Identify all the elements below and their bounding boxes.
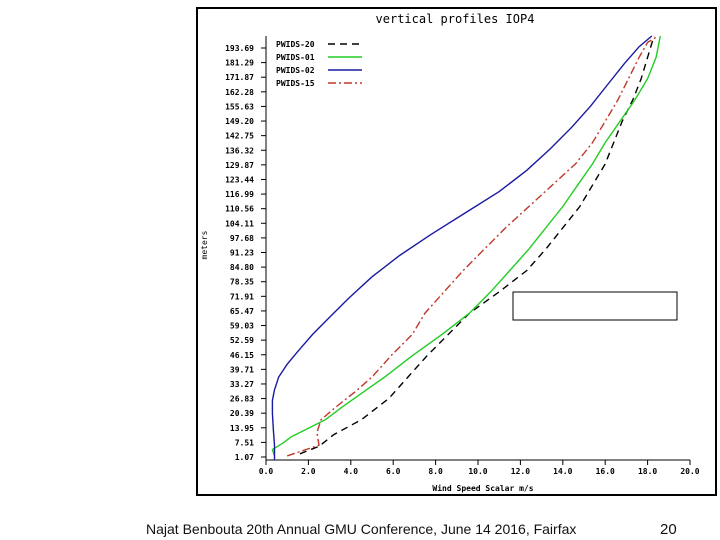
legend-label: PWIDS-02 <box>276 66 315 75</box>
y-tick-label: 84.80 <box>230 263 254 272</box>
y-tick-label: 59.03 <box>230 322 254 331</box>
footer-text: Najat Benbouta 20th Annual GMU Conferenc… <box>146 521 577 537</box>
x-axis-label: Wind Speed Scalar m/s <box>432 483 533 493</box>
y-tick-label: 171.87 <box>225 73 254 82</box>
slide-number: 20 <box>660 521 677 538</box>
y-tick-label: 33.27 <box>230 380 254 389</box>
x-tick-label: 20.0 <box>680 467 699 476</box>
y-tick-label: 52.59 <box>230 336 254 345</box>
y-tick-label: 71.91 <box>230 292 254 301</box>
series-lines <box>271 35 661 460</box>
series-line-pwids-15 <box>286 35 659 457</box>
legend-label: PWIDS-15 <box>276 79 315 88</box>
y-tick-label: 91.23 <box>230 249 254 258</box>
y-tick-label: 46.15 <box>230 351 254 360</box>
x-tick-label: 6.0 <box>386 467 401 476</box>
y-tick-label: 123.44 <box>225 175 254 184</box>
y-tick-label: 110.56 <box>225 205 254 214</box>
y-tick-label: 20.39 <box>230 409 254 418</box>
x-tick-label: 0.0 <box>259 467 274 476</box>
x-tick-label: 4.0 <box>344 467 359 476</box>
y-tick-label: 155.63 <box>225 102 254 111</box>
series-line-pwids-02 <box>271 35 653 460</box>
chart-title: vertical profiles IOP4 <box>376 12 535 26</box>
x-tick-label: 12.0 <box>511 467 530 476</box>
x-tick-label: 14.0 <box>553 467 572 476</box>
y-tick-label: 136.32 <box>225 146 254 155</box>
y-tick-label: 142.75 <box>225 132 254 141</box>
blank-annotation-box <box>512 291 678 321</box>
y-tick-label: 78.35 <box>230 278 254 287</box>
y-tick-label: 1.07 <box>235 453 254 462</box>
x-tick-label: 16.0 <box>596 467 615 476</box>
legend: PWIDS-20 PWIDS-01 PWIDS-02 PWIDS-15 <box>272 36 368 92</box>
series-line-pwids-01 <box>271 35 661 457</box>
y-ticks: 193.69 181.29 171.87 162.28 155.63 149.20 142.… <box>225 44 266 462</box>
y-axis-label: meters <box>200 230 209 259</box>
y-tick-label: 39.71 <box>230 365 254 374</box>
x-ticks: 0.0 2.0 4.0 6.0 8.0 10.0 12.0 14.0 16.0 18.0 20.0 <box>259 460 700 476</box>
y-tick-label: 7.51 <box>235 438 254 447</box>
y-tick-label: 181.29 <box>225 59 254 68</box>
y-tick-label: 129.87 <box>225 161 254 170</box>
y-tick-label: 149.20 <box>225 117 254 126</box>
legend-label: PWIDS-01 <box>276 53 315 62</box>
y-tick-label: 162.28 <box>225 88 254 97</box>
y-tick-label: 97.68 <box>230 234 254 243</box>
y-tick-label: 26.83 <box>230 395 254 404</box>
y-tick-label: 13.95 <box>230 424 254 433</box>
legend-label: PWIDS-20 <box>276 40 315 49</box>
x-tick-label: 18.0 <box>638 467 657 476</box>
x-tick-label: 8.0 <box>428 467 443 476</box>
y-tick-label: 116.99 <box>225 190 254 199</box>
y-tick-label: 193.69 <box>225 44 254 53</box>
y-tick-label: 65.47 <box>230 307 254 316</box>
y-tick-label: 104.11 <box>225 219 254 228</box>
x-tick-label: 2.0 <box>301 467 316 476</box>
x-tick-label: 10.0 <box>468 467 487 476</box>
